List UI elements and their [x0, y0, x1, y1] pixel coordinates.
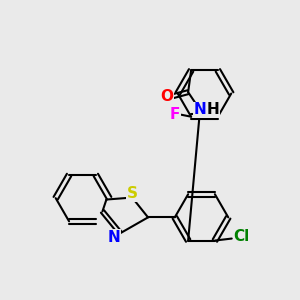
- Text: N: N: [108, 230, 121, 245]
- Text: F: F: [170, 107, 181, 122]
- Text: Cl: Cl: [233, 229, 250, 244]
- Text: S: S: [127, 186, 138, 201]
- Text: H: H: [206, 103, 219, 118]
- Text: O: O: [160, 88, 173, 104]
- Text: N: N: [194, 103, 206, 118]
